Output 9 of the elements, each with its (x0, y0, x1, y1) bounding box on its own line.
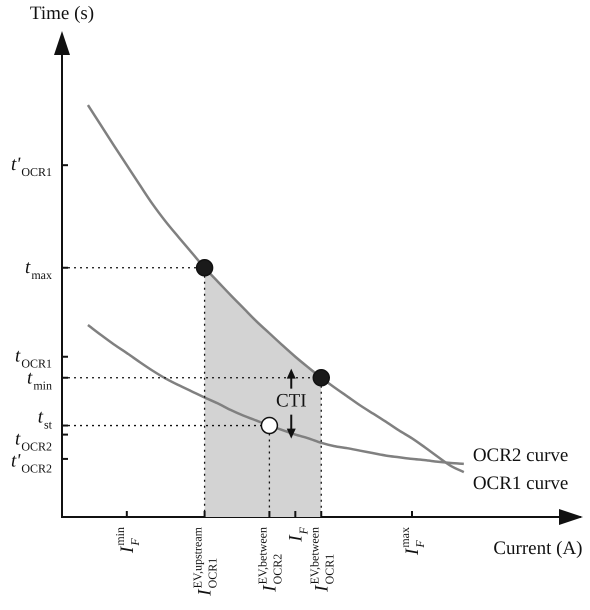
x-tick-label: IFmin (112, 526, 142, 554)
x-tick-label: IEV,upstreamOCR1 (190, 526, 220, 597)
y-axis-title: Time (s) (30, 2, 94, 24)
series-label: OCR1 curve (472, 472, 568, 494)
x-tick-label: IEV,betweenOCR2 (255, 526, 284, 593)
x-tick-label: IFmax (398, 526, 427, 556)
x-axis-title: Current (A) (493, 538, 582, 559)
series-label: OCR2 curve (472, 444, 568, 466)
annotation: CTI (276, 390, 307, 412)
